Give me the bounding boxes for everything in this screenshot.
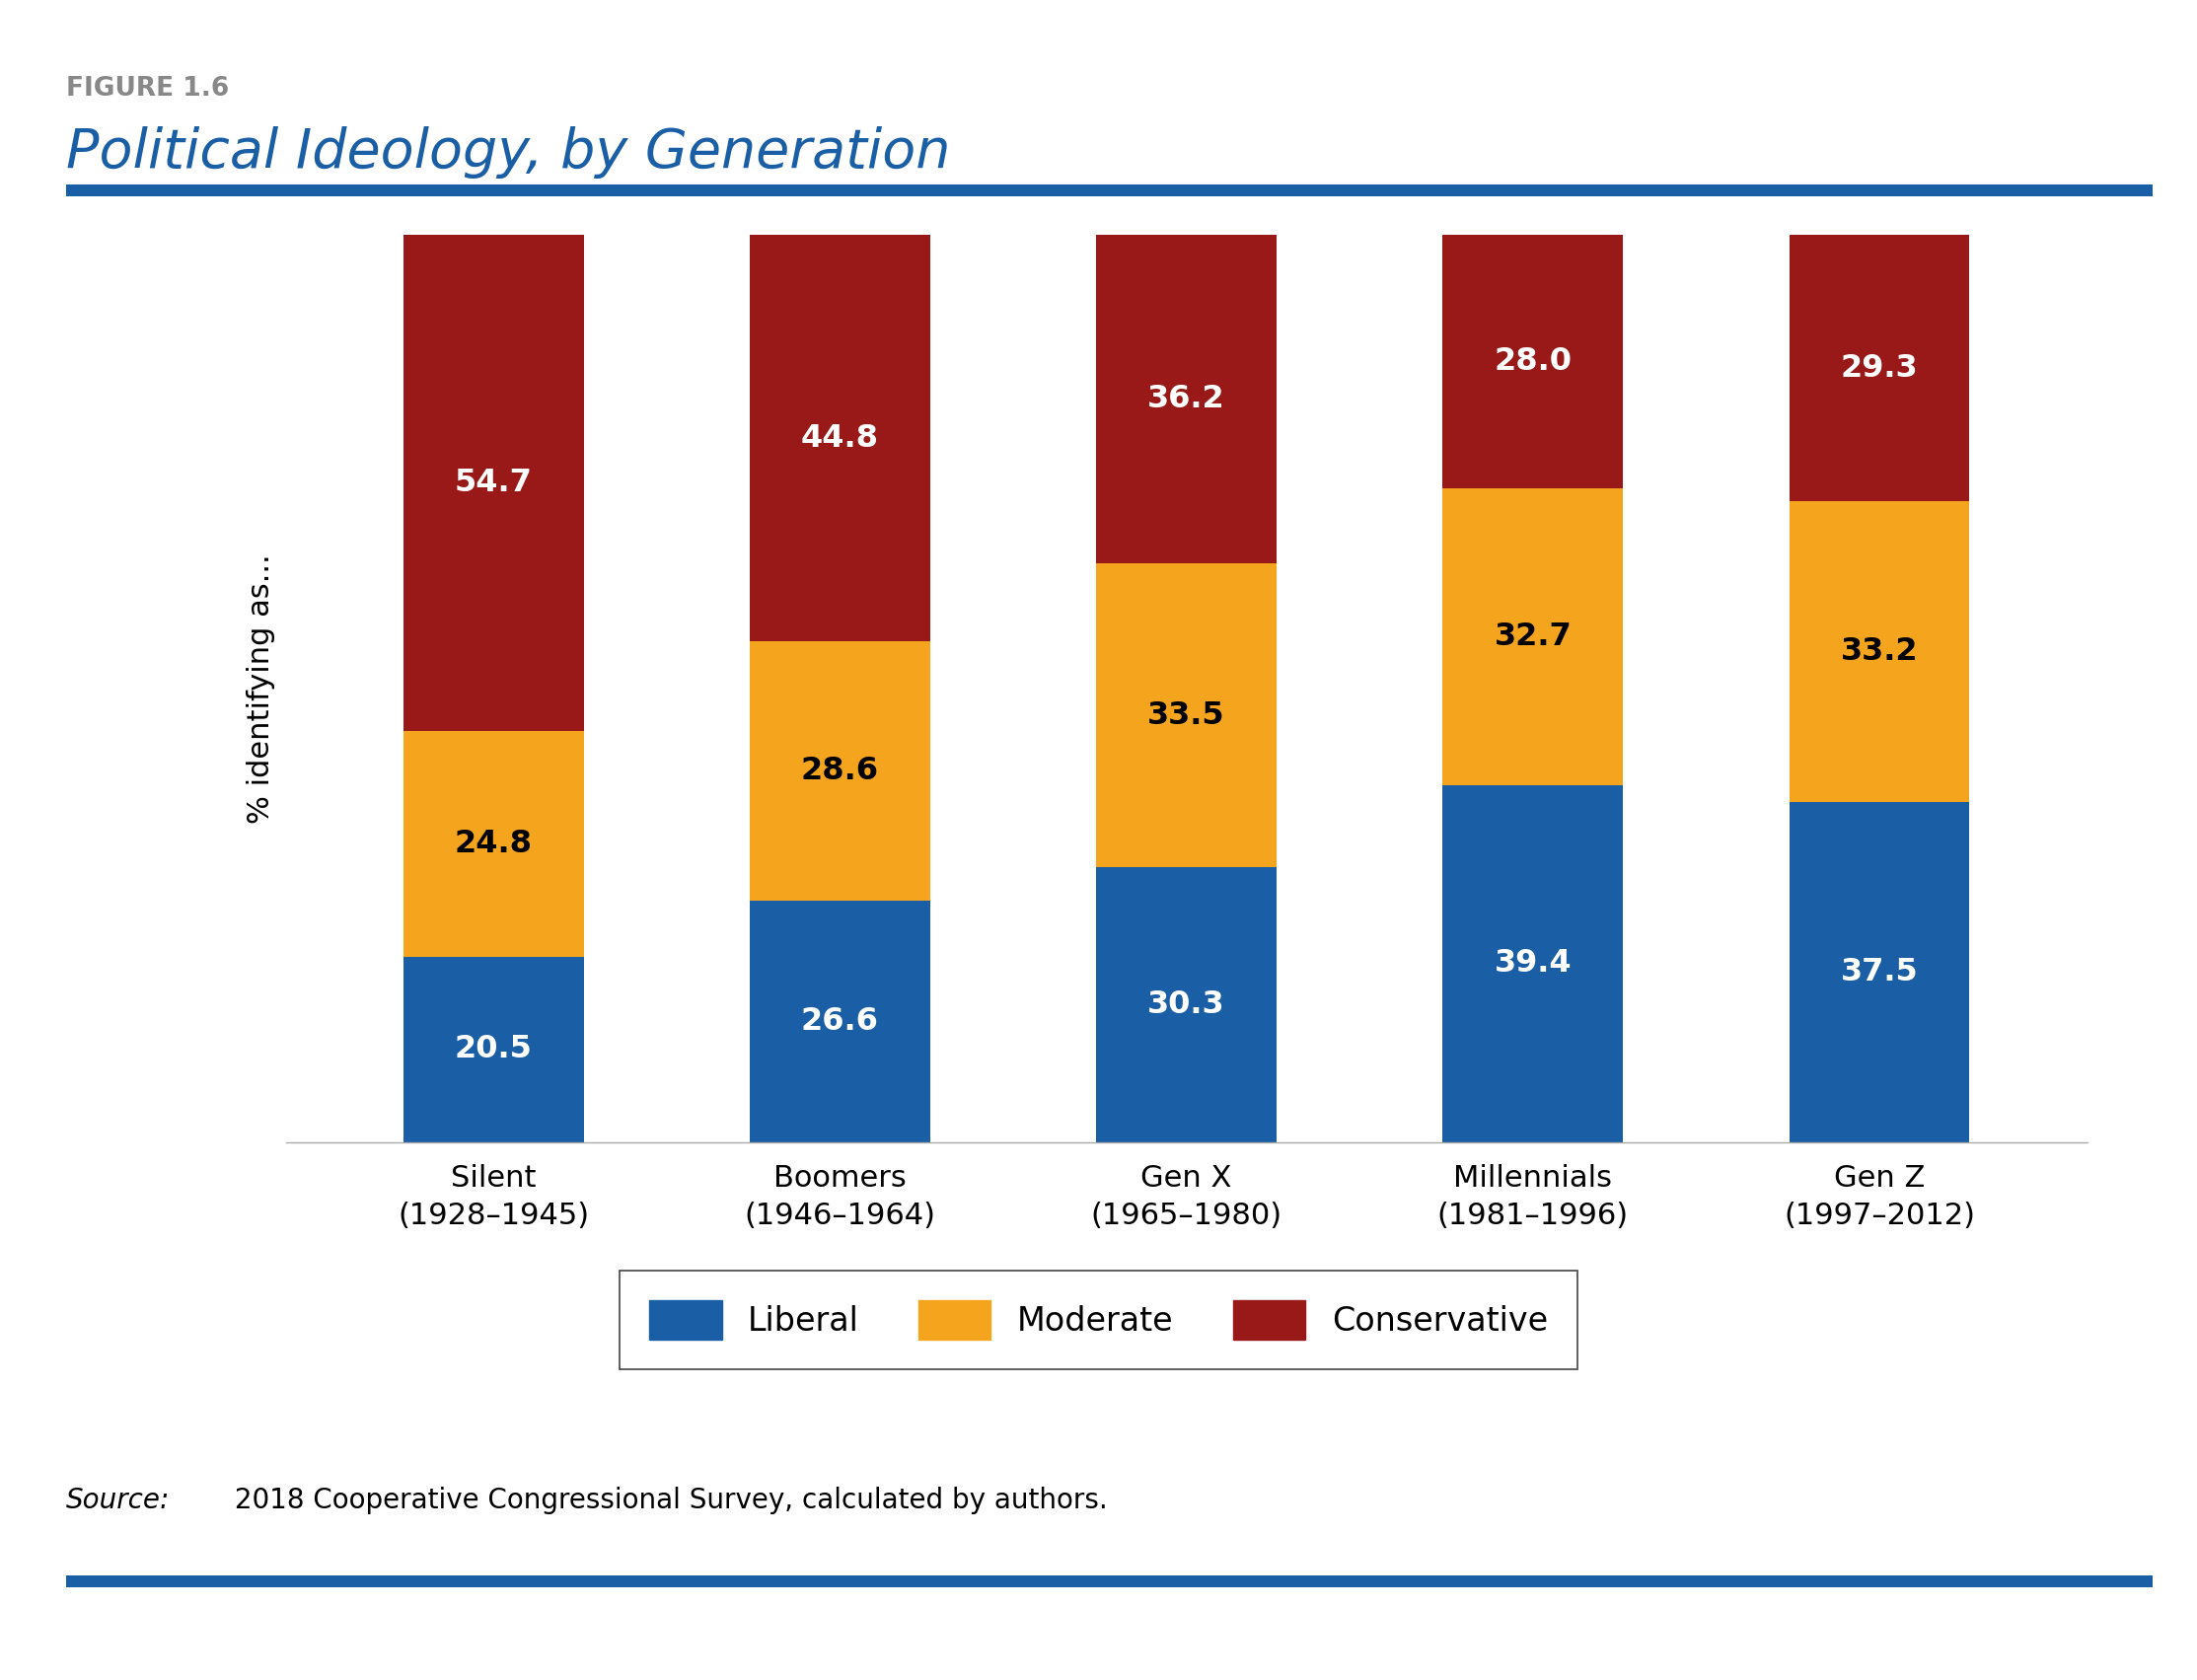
- Text: 24.8: 24.8: [455, 828, 532, 858]
- Text: 37.5: 37.5: [1841, 958, 1918, 988]
- Bar: [749, 235, 929, 642]
- Bar: [1443, 785, 1624, 1142]
- Text: 54.7: 54.7: [455, 469, 532, 499]
- Bar: [1788, 501, 1969, 801]
- Text: 2018 Cooperative Congressional Survey, calculated by authors.: 2018 Cooperative Congressional Survey, c…: [226, 1487, 1107, 1514]
- Bar: [749, 642, 929, 900]
- Text: 33.5: 33.5: [1147, 701, 1226, 731]
- Text: 33.2: 33.2: [1841, 637, 1918, 667]
- Text: 28.6: 28.6: [802, 756, 879, 786]
- Text: 28.0: 28.0: [1494, 346, 1571, 376]
- Text: 30.3: 30.3: [1147, 990, 1226, 1020]
- Bar: [1096, 867, 1276, 1142]
- Text: 39.4: 39.4: [1494, 949, 1571, 979]
- Bar: [1443, 489, 1624, 785]
- Bar: [404, 956, 584, 1142]
- Text: 26.6: 26.6: [802, 1006, 879, 1037]
- Text: 36.2: 36.2: [1147, 385, 1226, 415]
- Bar: [1096, 563, 1276, 867]
- Text: 44.8: 44.8: [802, 423, 879, 454]
- Bar: [1788, 801, 1969, 1142]
- Text: FIGURE 1.6: FIGURE 1.6: [66, 76, 228, 101]
- Bar: [404, 731, 584, 956]
- Bar: [1443, 234, 1624, 489]
- Text: 32.7: 32.7: [1494, 622, 1571, 652]
- Text: 29.3: 29.3: [1841, 353, 1918, 383]
- Text: Political Ideology, by Generation: Political Ideology, by Generation: [66, 126, 951, 178]
- Bar: [1788, 235, 1969, 501]
- Legend: Liberal, Moderate, Conservative: Liberal, Moderate, Conservative: [620, 1270, 1577, 1369]
- Text: Source:: Source:: [66, 1487, 169, 1514]
- Y-axis label: % identifying as...: % identifying as...: [246, 554, 275, 823]
- Bar: [404, 235, 584, 731]
- Bar: [1096, 235, 1276, 563]
- Bar: [749, 900, 929, 1142]
- Text: 20.5: 20.5: [455, 1035, 532, 1065]
